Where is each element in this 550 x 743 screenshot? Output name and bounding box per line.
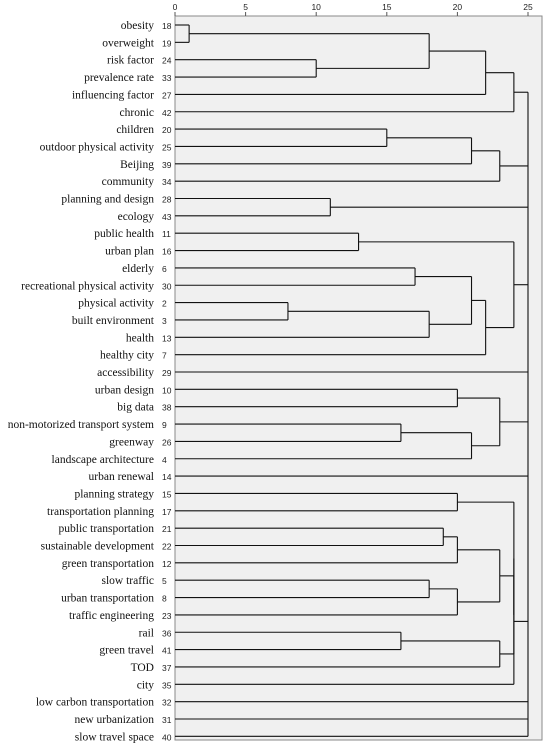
leaf-label: landscape architecture: [52, 454, 154, 466]
x-axis: 0 5 10 15 20 25: [173, 2, 533, 16]
leaf-id: 36: [162, 628, 172, 638]
leaf-label: TOD: [131, 662, 154, 674]
leaf-label: ecology: [118, 211, 155, 223]
leaf-label: urban design: [95, 384, 154, 396]
leaf-label: green transportation: [62, 558, 155, 570]
leaf-id: 35: [162, 680, 172, 690]
x-tick-label: 5: [243, 2, 248, 12]
leaf-id: 11: [162, 229, 171, 239]
leaf-label: obesity: [121, 20, 154, 32]
leaf-label: planning and design: [61, 194, 154, 206]
leaf-id: 43: [162, 212, 172, 222]
leaf-label: risk factor: [107, 55, 154, 67]
leaf-id: 3: [162, 316, 167, 326]
leaf-id: 23: [162, 611, 172, 621]
leaf-label: slow travel space: [75, 731, 154, 743]
leaf-label: accessibility: [97, 367, 154, 379]
leaf-id: 38: [162, 403, 172, 413]
leaf-id: 41: [162, 646, 172, 656]
leaf-id: 4: [162, 455, 167, 465]
leaf-id: 13: [162, 333, 172, 343]
leaf-id: 18: [162, 21, 172, 31]
leaf-label: chronic: [120, 107, 154, 119]
leaf-id: 2: [162, 299, 167, 309]
leaf-id: 30: [162, 281, 172, 291]
leaf-id: 12: [162, 559, 172, 569]
leaf-label: health: [126, 332, 154, 344]
leaf-id: 32: [162, 698, 172, 708]
leaf-label: Beijing: [120, 159, 154, 171]
leaf-id: 33: [162, 73, 172, 83]
leaf-label: transportation planning: [47, 506, 154, 518]
leaf-label: influencing factor: [72, 89, 154, 101]
leaf-label: slow traffic: [102, 575, 154, 587]
leaf-label: new urbanization: [74, 714, 154, 726]
leaf-label: urban plan: [105, 246, 154, 258]
leaf-id: 27: [162, 90, 172, 100]
leaf-id: 9: [162, 420, 167, 430]
x-tick-label: 15: [382, 2, 392, 12]
leaf-id: 14: [162, 472, 172, 482]
leaf-id: 34: [162, 177, 172, 187]
leaf-id: 19: [162, 38, 172, 48]
leaf-id: 5: [162, 576, 167, 586]
leaf-label: public transportation: [59, 523, 155, 535]
leaf-label: rail: [139, 627, 154, 639]
leaf-label: city: [137, 679, 154, 691]
leaf-id: 16: [162, 247, 172, 257]
leaf-id: 6: [162, 264, 167, 274]
leaf-id: 17: [162, 507, 172, 517]
x-tick-label: 20: [453, 2, 463, 12]
leaf-label: public health: [94, 228, 154, 240]
leaf-label: overweight: [102, 37, 155, 49]
leaf-label: non-motorized transport system: [8, 419, 154, 431]
leaf-label: physical activity: [78, 298, 154, 310]
leaf-label: urban renewal: [89, 471, 154, 483]
leaf-id: 22: [162, 542, 172, 552]
leaf-label: urban transportation: [61, 593, 154, 605]
leaf-label: healthy city: [100, 350, 154, 362]
leaf-label: community: [102, 176, 155, 188]
leaf-label: elderly: [122, 263, 154, 275]
leaf-label: recreational physical activity: [21, 280, 154, 292]
leaf-label: built environment: [72, 315, 155, 327]
x-tick-label: 0: [173, 2, 178, 12]
leaf-id: 15: [162, 489, 172, 499]
plot-area: [174, 15, 543, 741]
leaf-id: 31: [162, 715, 172, 725]
leaf-label: prevalence rate: [84, 72, 154, 84]
dendrogram-links: [175, 24, 529, 737]
leaf-label: low carbon transportation: [36, 697, 154, 709]
leaf-label: outdoor physical activity: [40, 141, 155, 153]
leaf-id: 20: [162, 125, 172, 135]
leaf-id: 21: [162, 524, 172, 534]
leaf-id: 42: [162, 108, 172, 118]
leaf-id: 28: [162, 195, 172, 205]
x-tick-label: 25: [523, 2, 533, 12]
leaf-label: green travel: [99, 645, 154, 657]
leaf-id: 26: [162, 437, 172, 447]
leaf-label: greenway: [109, 436, 154, 448]
leaf-id: 40: [162, 732, 172, 742]
leaf-label: sustainable development: [41, 541, 155, 553]
leaf-label: children: [116, 124, 154, 136]
leaf-id: 7: [162, 351, 167, 361]
leaf-id: 37: [162, 663, 172, 673]
leaf-id: 24: [162, 56, 172, 66]
x-tick-label: 10: [311, 2, 321, 12]
leaf-id: 29: [162, 368, 172, 378]
leaf-label: traffic engineering: [69, 610, 154, 622]
leaf-id: 25: [162, 142, 172, 152]
leaf-id: 8: [162, 594, 167, 604]
leaf-id: 39: [162, 160, 172, 170]
leaf-label: big data: [117, 402, 154, 414]
leaf-label: planning strategy: [74, 488, 154, 500]
leaf-id: 10: [162, 385, 172, 395]
